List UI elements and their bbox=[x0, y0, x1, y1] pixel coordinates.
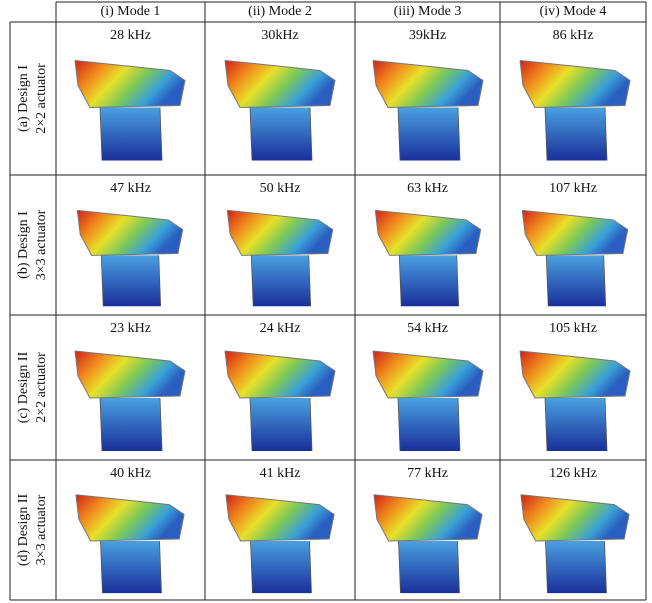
frequency-label: 23 kHz bbox=[110, 321, 151, 336]
frequency-label: 77 kHz bbox=[407, 466, 448, 481]
frequency-label: 24 kHz bbox=[260, 321, 301, 336]
frequency-label: 126 kHz bbox=[549, 466, 597, 481]
mode-shape-image bbox=[372, 350, 484, 452]
simulation-images bbox=[74, 59, 631, 594]
frequency-label: 54 kHz bbox=[407, 321, 448, 336]
mode-shape-image bbox=[226, 209, 334, 307]
mode-shape-image bbox=[225, 494, 335, 594]
row-label: (d) Design II bbox=[16, 494, 31, 567]
mode-shape-image bbox=[76, 209, 184, 307]
row-label: 2×2 actuator bbox=[34, 352, 49, 423]
frequency-label: 30kHz bbox=[261, 28, 298, 43]
column-header: (i) Mode 1 bbox=[101, 4, 161, 19]
mode-shape-image bbox=[74, 59, 186, 162]
mode-shape-image bbox=[519, 350, 631, 452]
frequency-label: 28 kHz bbox=[110, 28, 151, 43]
mode-shape-image bbox=[224, 350, 336, 452]
frequency-label: 107 kHz bbox=[549, 181, 597, 196]
row-label: (a) Design I bbox=[16, 65, 31, 132]
frequency-label: 63 kHz bbox=[407, 181, 448, 196]
mode-shape-image bbox=[521, 209, 629, 307]
frequency-label: 39kHz bbox=[409, 28, 446, 43]
row-label: (c) Design II bbox=[16, 351, 31, 423]
frequency-label: 41 kHz bbox=[260, 466, 301, 481]
frequency-label: 47 kHz bbox=[110, 181, 151, 196]
column-header: (iv) Mode 4 bbox=[540, 4, 607, 19]
frequency-label: 40 kHz bbox=[110, 466, 151, 481]
mode-shape-image bbox=[373, 494, 483, 594]
frequency-label: 105 kHz bbox=[549, 321, 597, 336]
row-label: 3×3 actuator bbox=[34, 209, 49, 280]
row-label: (b) Design I bbox=[16, 211, 31, 279]
column-header: (iii) Mode 3 bbox=[394, 4, 462, 19]
column-header: (ii) Mode 2 bbox=[248, 4, 312, 19]
mode-shape-image bbox=[74, 350, 186, 452]
mode-shape-image bbox=[224, 59, 336, 162]
frequency-label: 86 kHz bbox=[553, 28, 594, 43]
row-label: 3×3 actuator bbox=[34, 494, 49, 565]
row-label: 2×2 actuator bbox=[34, 63, 49, 134]
mode-shape-image bbox=[519, 59, 631, 162]
mode-shape-image bbox=[520, 494, 630, 594]
mode-shape-image bbox=[374, 209, 482, 307]
frequency-label: 50 kHz bbox=[260, 181, 301, 196]
mode-shape-image bbox=[75, 494, 185, 594]
mode-shape-image bbox=[372, 59, 484, 162]
